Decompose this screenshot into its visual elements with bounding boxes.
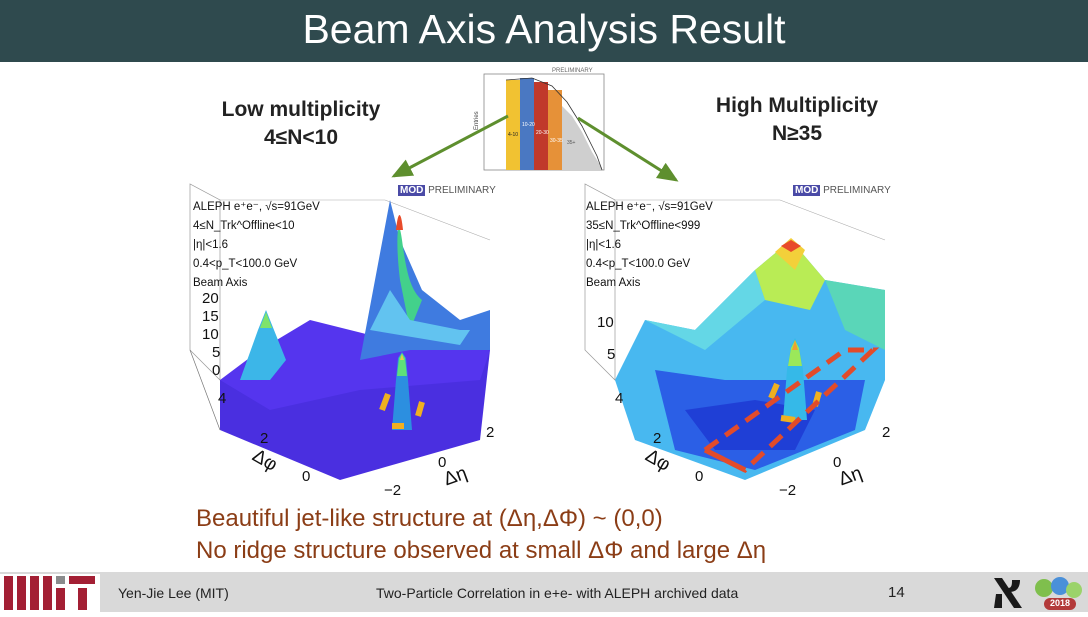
inset-bin-label: 10-20 [522, 122, 535, 128]
right-plot-info: ALEPH e⁺e⁻, √s=91GeV 35≤N_Trk^Offline<99… [586, 198, 713, 293]
right-info-line: 0.4<p_T<100.0 GeV [586, 258, 691, 270]
right-surface-plot: MOD PRELIMINARY ALEPH e⁺e⁻, √s=91GeV 35≤… [555, 180, 925, 500]
right-eta-tick: 0 [833, 454, 842, 471]
right-preliminary: PRELIMINARY [823, 185, 891, 196]
conference-logo: 2018 [1030, 574, 1086, 612]
inset-bin-label: 20-30 [536, 130, 549, 136]
right-z-tick: 5 [607, 346, 616, 363]
right-z-tick: 10 [597, 314, 614, 331]
footer-talk-title: Two-Particle Correlation in e+e- with AL… [376, 585, 739, 601]
left-info-line: |η|<1.6 [193, 239, 229, 251]
inset-preliminary: PRELIMINARY [552, 68, 593, 74]
right-info-line: |η|<1.6 [586, 239, 622, 251]
left-phi-tick: 4 [218, 390, 227, 407]
title-bar: Beam Axis Analysis Result [0, 0, 1088, 62]
left-z-tick: 20 [202, 290, 219, 307]
inset-ylabel: Entries [474, 111, 480, 130]
inset-histogram-svg: Entries 4-10 10-20 20-30 30-35 35+ PRELI… [474, 68, 605, 171]
right-eta-tick: −2 [779, 482, 797, 499]
low-label-line2: 4≤N<10 [264, 126, 338, 149]
left-preliminary: PRELIMINARY [428, 185, 496, 196]
conference-logo-svg [1035, 577, 1082, 610]
left-info-line: 4≤N_Trk^Offline<10 [193, 220, 295, 232]
conference-year: 2018 [1050, 598, 1071, 608]
aleph-logo-svg [994, 578, 1022, 608]
left-info-line: Beam Axis [193, 277, 248, 289]
left-z-tick: 5 [212, 344, 221, 361]
left-z-tick: 15 [202, 308, 219, 325]
slide-title: Beam Axis Analysis Result [302, 6, 786, 52]
left-plot-svg [189, 183, 491, 480]
right-info-line: ALEPH e⁺e⁻, √s=91GeV [586, 201, 713, 213]
left-mod-text: MOD [398, 185, 426, 196]
caption-line-1: Beautiful jet-like structure at (Δη,ΔΦ) … [196, 505, 663, 532]
right-phi-tick: 0 [695, 468, 704, 485]
high-label-line2: N≥35 [771, 122, 823, 145]
inset-bin-label: 30-35 [550, 138, 563, 144]
right-eta-tick: 2 [882, 424, 891, 441]
mit-logo-svg [4, 576, 95, 610]
left-info-line: 0.4<p_T<100.0 GeV [193, 258, 298, 270]
multiplicity-inset: Entries 4-10 10-20 20-30 30-35 35+ PRELI… [472, 66, 608, 196]
right-plot-svg [584, 183, 886, 480]
low-label-line1: Low multiplicity [221, 98, 381, 121]
arrow-to-low [391, 114, 509, 178]
footer-bar [0, 572, 1088, 612]
inset-bin-label: 4-10 [508, 132, 518, 138]
left-info-line: ALEPH e⁺e⁻, √s=91GeV [193, 201, 320, 213]
footer-page-number: 14 [888, 584, 905, 601]
right-mod-logo: MOD PRELIMINARY [793, 185, 891, 196]
footer-author: Yen-Jie Lee (MIT) [118, 585, 229, 601]
right-info-line: Beam Axis [586, 277, 641, 289]
left-eta-tick: 0 [438, 454, 447, 471]
low-multiplicity-label: Low multiplicity 4≤N<10 [196, 96, 406, 152]
high-multiplicity-label: High Multiplicity N≥35 [692, 92, 902, 148]
right-phi-tick: 4 [615, 390, 624, 407]
left-phi-tick: 2 [260, 430, 269, 447]
left-eta-tick: −2 [384, 482, 402, 499]
right-info-line: 35≤N_Trk^Offline<999 [586, 220, 701, 232]
mit-logo [0, 574, 100, 612]
left-plot-info: ALEPH e⁺e⁻, √s=91GeV 4≤N_Trk^Offline<10 … [193, 198, 320, 293]
arrow-to-high [577, 116, 679, 182]
inset-bin-label: 35+ [567, 140, 576, 146]
right-mod-text: MOD [793, 185, 821, 196]
left-mod-logo: MOD PRELIMINARY [398, 185, 496, 196]
high-label-line1: High Multiplicity [715, 94, 879, 117]
left-surface-plot: MOD PRELIMINARY ALEPH e⁺e⁻, √s=91GeV 4≤N… [160, 180, 530, 500]
right-phi-tick: 2 [653, 430, 662, 447]
left-z-tick: 0 [212, 362, 221, 379]
caption-line-2: No ridge structure observed at small ΔΦ … [196, 537, 767, 564]
left-eta-tick: 2 [486, 424, 495, 441]
aleph-logo [988, 574, 1028, 612]
left-z-tick: 10 [202, 326, 219, 343]
left-phi-tick: 0 [302, 468, 311, 485]
